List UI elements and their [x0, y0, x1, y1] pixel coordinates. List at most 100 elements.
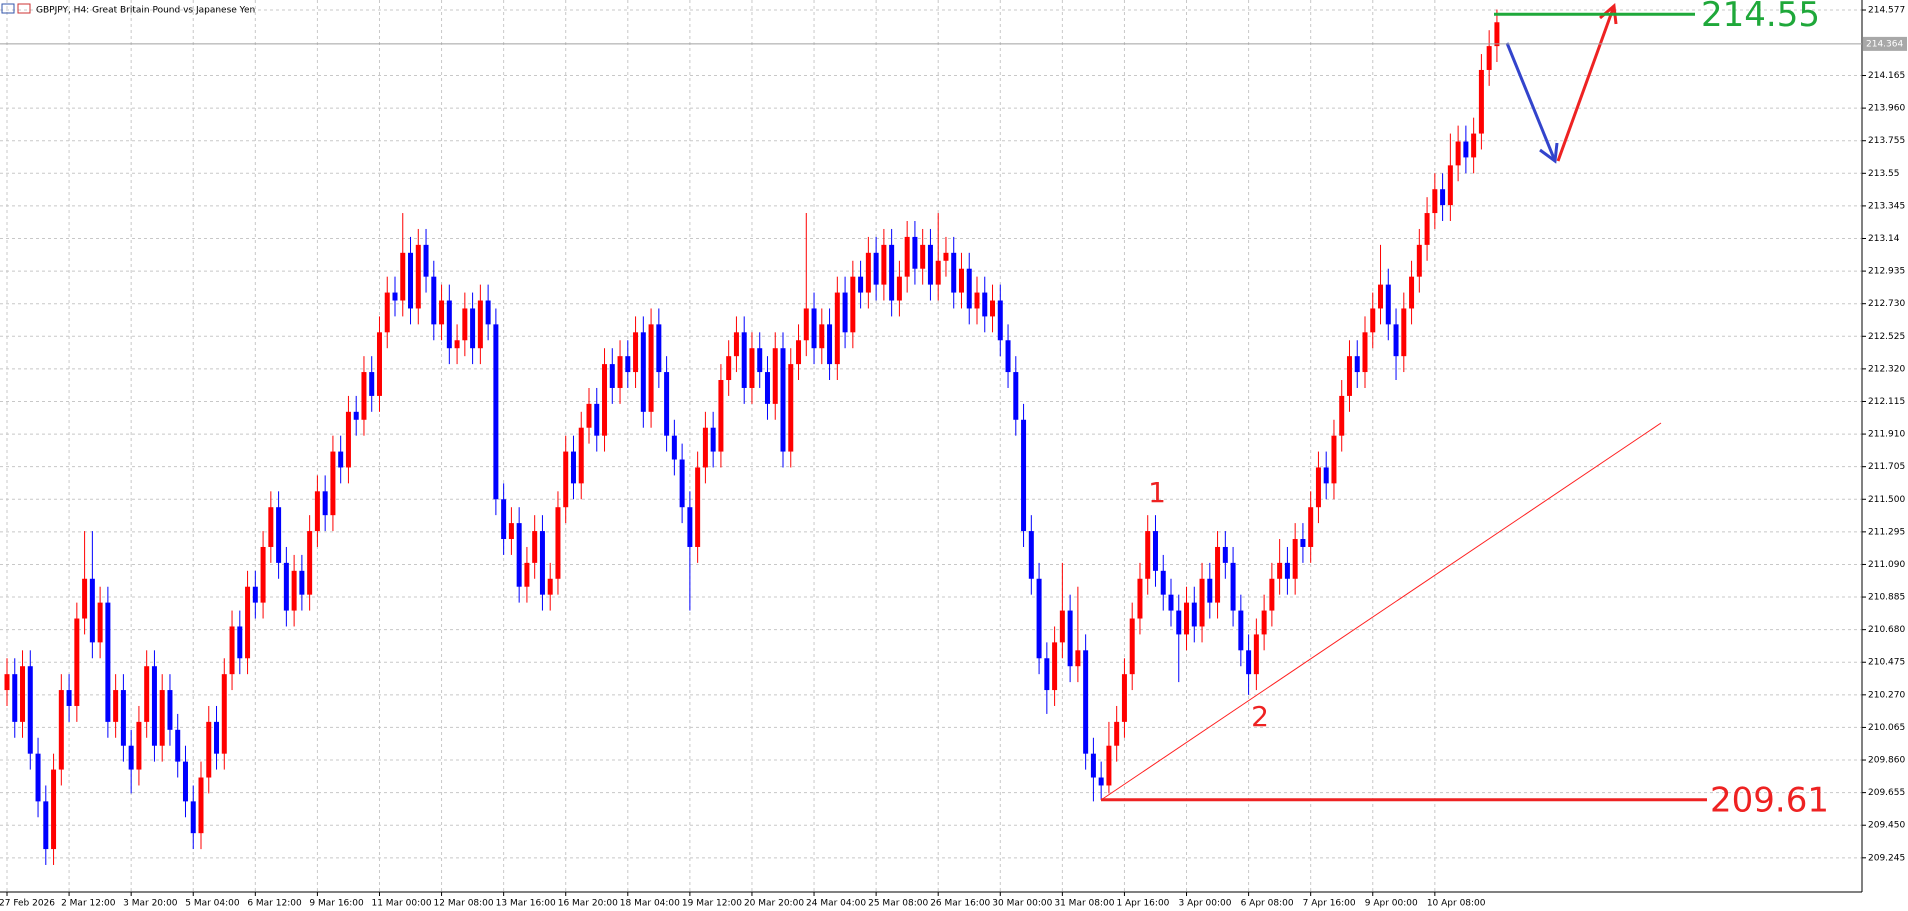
y-tick-label: 209.450 — [1868, 821, 1905, 831]
candle-body — [1152, 531, 1158, 571]
candle-body — [958, 268, 964, 293]
candle-body — [726, 356, 732, 381]
candle-body — [1385, 284, 1391, 325]
candle-body — [1044, 658, 1050, 691]
candle-body — [881, 244, 887, 285]
candle-body — [376, 332, 382, 396]
y-tick-label: 213.55 — [1868, 169, 1900, 179]
candle-body — [462, 308, 468, 341]
chart-title: GBPJPY, H4: Great Britain Pound vs Japan… — [36, 6, 255, 16]
x-tick-label: 24 Mar 04:00 — [806, 899, 866, 909]
candle-body — [167, 690, 173, 730]
candle-body — [74, 618, 80, 706]
candle-body — [695, 467, 701, 547]
candle-body — [1106, 745, 1112, 786]
candle-body — [4, 674, 10, 691]
y-tick-label: 209.655 — [1868, 788, 1905, 798]
candle-body — [656, 324, 662, 373]
candle-body — [1409, 276, 1415, 309]
candle-body — [904, 236, 910, 277]
x-tick-label: 1 Apr 16:00 — [1116, 899, 1169, 909]
candle-body — [1261, 610, 1267, 635]
candle-body — [796, 340, 802, 365]
y-tick-label: 212.115 — [1868, 397, 1905, 407]
candle-body — [602, 364, 608, 436]
candle-body — [361, 372, 367, 420]
y-tick-label: 210.680 — [1868, 625, 1905, 635]
candle-body — [190, 801, 196, 834]
y-tick-label: 213.755 — [1868, 136, 1905, 146]
candle-body — [237, 626, 243, 659]
x-tick-label: 20 Mar 20:00 — [744, 899, 804, 909]
candle-body — [1083, 650, 1089, 754]
x-tick-label: 19 Mar 12:00 — [682, 899, 742, 909]
x-tick-label: 11 Mar 00:00 — [371, 899, 431, 909]
candle-body — [1207, 578, 1213, 603]
candle-body — [633, 332, 639, 373]
candle-body — [1455, 141, 1461, 166]
x-tick-label: 25 Mar 08:00 — [868, 899, 928, 909]
candle-body — [974, 292, 980, 309]
candle-body — [617, 356, 623, 388]
candle-body — [1059, 610, 1065, 643]
candle-body — [935, 260, 941, 285]
candle-body — [1308, 507, 1314, 547]
y-tick-label: 209.860 — [1868, 756, 1905, 766]
candle-body — [1346, 356, 1352, 396]
candle-body — [764, 372, 770, 404]
candle-body — [1129, 618, 1135, 675]
y-tick-label: 213.14 — [1868, 234, 1900, 244]
wave-label: 1 — [1148, 476, 1166, 509]
candle-body — [858, 276, 864, 293]
candle-body — [454, 340, 460, 349]
candle-body — [97, 602, 103, 643]
candle-body — [710, 427, 716, 452]
candle-body — [276, 507, 282, 563]
candle-body — [966, 268, 972, 309]
y-tick-label: 210.885 — [1868, 593, 1905, 603]
candle-body — [570, 451, 576, 484]
y-tick-label: 211.705 — [1868, 462, 1905, 472]
candle-body — [1370, 308, 1376, 333]
y-tick-label: 214.165 — [1868, 71, 1905, 81]
candle-body — [1323, 467, 1329, 484]
candle-body — [1199, 578, 1205, 627]
candle-body — [1246, 650, 1252, 675]
trend-line — [1100, 422, 1662, 801]
candle-body — [648, 324, 654, 412]
candle-body — [1191, 602, 1197, 627]
candle-body — [1494, 22, 1500, 47]
y-tick-label: 214.577 — [1868, 6, 1905, 16]
y-tick-label: 211.500 — [1868, 495, 1905, 505]
candle-body — [1393, 324, 1399, 357]
candle-body — [415, 244, 421, 309]
candle-body — [1160, 570, 1166, 595]
y-tick-label: 212.525 — [1868, 332, 1905, 342]
candle-body — [470, 308, 476, 349]
candle-body — [850, 276, 856, 333]
candles — [4, 9, 1500, 865]
candle-body — [733, 332, 739, 357]
candle-body — [221, 674, 227, 754]
candle-body — [1339, 395, 1345, 436]
x-tick-label: 26 Mar 16:00 — [930, 899, 990, 909]
x-tick-label: 30 Mar 00:00 — [992, 899, 1052, 909]
candle-body — [338, 451, 344, 468]
candle-body — [51, 769, 57, 850]
candle-body — [1176, 610, 1182, 635]
candle-body — [1471, 133, 1477, 158]
candle-body — [229, 626, 235, 675]
candle-body — [547, 578, 553, 595]
candle-body — [1137, 578, 1143, 619]
arrow-up — [1556, 5, 1616, 162]
candle-body — [1447, 165, 1453, 206]
candle-body — [1401, 308, 1407, 357]
candle-body — [679, 459, 685, 508]
candle-body — [640, 332, 646, 412]
candle-body — [811, 308, 817, 349]
x-tick-label: 9 Apr 00:00 — [1365, 899, 1418, 909]
candle-body — [1013, 372, 1019, 420]
candle-body — [827, 324, 833, 365]
candle-body — [842, 292, 848, 333]
candle-body — [865, 252, 871, 293]
